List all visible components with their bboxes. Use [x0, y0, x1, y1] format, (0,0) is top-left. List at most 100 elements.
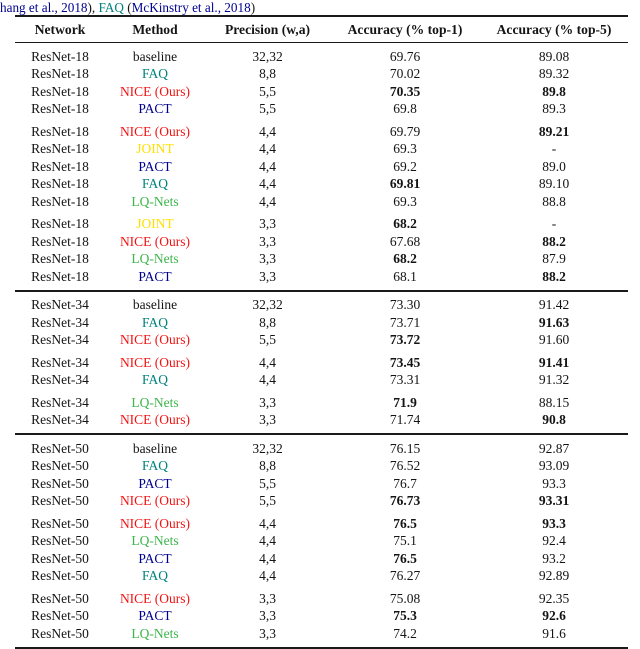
cell-network: ResNet-18 [31, 193, 89, 209]
table-row: ResNet-50 NICE (Ours) 5,5 76.73 93.31 [15, 492, 628, 510]
row-group: ResNet-50 NICE (Ours) 4,4 76.5 93.3 ResNet-50… [15, 512, 628, 587]
cell-method: PACT [138, 158, 172, 174]
cell-method: NICE (Ours) [119, 354, 191, 370]
table-row: ResNet-18 NICE (Ours) 4,4 69.79 89.21 [15, 123, 628, 141]
cell-method: FAQ [141, 568, 168, 583]
cell-precision: 4,4 [259, 372, 276, 387]
cell-accuracy-top1: 76.7 [393, 475, 417, 491]
cell-method: LQ-Nets [131, 251, 179, 266]
cell-accuracy-top1: 67.68 [389, 233, 421, 249]
cell-accuracy-top5: 92.4 [542, 533, 566, 548]
table-row: ResNet-50 NICE (Ours) 4,4 76.5 93.3 [15, 515, 628, 533]
table-row: ResNet-34 NICE (Ours) 4,4 73.45 91.41 [15, 354, 628, 372]
table-row: ResNet-34 NICE (Ours) 5,5 73.72 91.60 [15, 331, 628, 349]
cell-accuracy-top1: 70.02 [389, 66, 421, 81]
cell-accuracy-top5: - [551, 216, 557, 231]
citation-link[interactable]: McKinstry et al., 2018 [131, 0, 251, 15]
section-resnet-34: ResNet-34 baseline 32,32 73.30 91.42 ResNet-3… [15, 292, 628, 435]
cell-network: ResNet-50 [31, 493, 89, 508]
cell-accuracy-top5: - [551, 141, 557, 156]
cell-precision: 5,5 [259, 475, 276, 491]
table-row: ResNet-34 FAQ 8,8 73.71 91.63 [15, 314, 628, 332]
cell-method: NICE (Ours) [119, 412, 191, 427]
table-row: ResNet-50 baseline 32,32 76.15 92.87 [15, 440, 628, 458]
cell-accuracy-top5: 93.31 [538, 493, 570, 508]
cell-precision: 8,8 [259, 458, 276, 473]
caption: hang et al., 2018), FAQ (McKinstry et al… [0, 0, 640, 15]
cell-network: ResNet-34 [31, 354, 89, 370]
cell-precision: 5,5 [259, 493, 276, 508]
cell-network: ResNet-18 [31, 48, 89, 64]
citation-link[interactable]: hang et al., 2018 [0, 0, 88, 15]
cell-network: ResNet-18 [31, 66, 89, 81]
cell-precision: 32,32 [252, 297, 283, 312]
cell-method: PACT [138, 268, 172, 284]
cell-accuracy-top1: 73.72 [389, 332, 421, 347]
cell-network: ResNet-18 [31, 141, 89, 156]
cell-accuracy-top1: 69.3 [393, 193, 417, 209]
table-row: ResNet-50 LQ-Nets 4,4 75.1 92.4 [15, 532, 628, 550]
cell-accuracy-top5: 89.32 [538, 66, 570, 81]
cell-accuracy-top1: 69.81 [389, 176, 421, 191]
cell-accuracy-top1: 75.3 [393, 608, 417, 623]
cell-accuracy-top1: 69.79 [389, 123, 421, 139]
header-accuracy-top5: Accuracy (% top-5) [496, 21, 612, 37]
header-method: Method [132, 21, 178, 37]
cell-accuracy-top5: 91.6 [542, 625, 566, 641]
cell-precision: 32,32 [252, 440, 283, 456]
table-row: ResNet-50 PACT 4,4 76.5 93.2 [15, 550, 628, 568]
header-precision: Precision (w,a) [224, 21, 311, 37]
table-row: ResNet-18 LQ-Nets 3,3 68.2 87.9 [15, 250, 628, 268]
cell-accuracy-top5: 91.41 [538, 354, 570, 370]
table-row: ResNet-18 JOINT 4,4 69.3 - [15, 140, 628, 158]
cell-method: NICE (Ours) [119, 515, 191, 531]
cell-accuracy-top1: 71.9 [393, 394, 417, 410]
cell-accuracy-top1: 73.45 [389, 354, 421, 370]
table-row: ResNet-18 FAQ 4,4 69.81 89.10 [15, 175, 628, 193]
cell-method: JOINT [136, 216, 174, 231]
table-row: ResNet-34 baseline 32,32 73.30 91.42 [15, 296, 628, 314]
cell-network: ResNet-18 [31, 268, 89, 284]
cell-method: baseline [132, 297, 178, 312]
cell-method: PACT [138, 475, 172, 491]
cell-precision: 4,4 [259, 193, 276, 209]
cell-accuracy-top1: 68.2 [393, 216, 417, 231]
table-row: ResNet-50 PACT 3,3 75.3 92.6 [15, 607, 628, 625]
cell-accuracy-top1: 71.74 [389, 412, 421, 427]
cell-accuracy-top5: 91.32 [538, 372, 570, 387]
cell-method: PACT [138, 550, 172, 566]
cell-accuracy-top5: 89.3 [542, 101, 566, 116]
table-row: ResNet-18 baseline 32,32 69.76 89.08 [15, 48, 628, 66]
cell-precision: 5,5 [259, 332, 276, 347]
cell-accuracy-top5: 89.21 [538, 123, 570, 139]
cell-method: NICE (Ours) [119, 233, 191, 249]
cell-accuracy-top5: 92.87 [538, 440, 570, 456]
cell-method: FAQ [141, 66, 168, 81]
table-row: ResNet-18 PACT 4,4 69.2 89.0 [15, 158, 628, 176]
citation-link[interactable]: FAQ [98, 0, 124, 15]
caption-text: ( [123, 0, 132, 15]
cell-precision: 3,3 [259, 608, 276, 623]
cell-accuracy-top5: 93.3 [542, 515, 566, 531]
cell-accuracy-top5: 89.8 [542, 83, 566, 99]
cell-method: JOINT [136, 141, 174, 156]
row-group: ResNet-18 JOINT 3,3 68.2 - ResNet-18 NICE (Our… [15, 213, 628, 288]
table-row: ResNet-50 NICE (Ours) 3,3 75.08 92.35 [15, 590, 628, 608]
cell-accuracy-top5: 93.2 [542, 550, 566, 566]
cell-accuracy-top1: 68.2 [393, 251, 417, 266]
results-table: Network Method Precision (w,a) Accuracy … [15, 15, 628, 649]
cell-method: FAQ [141, 314, 168, 330]
cell-method: LQ-Nets [131, 533, 179, 548]
table-row: ResNet-34 NICE (Ours) 3,3 71.74 90.8 [15, 411, 628, 429]
cell-method: LQ-Nets [131, 394, 179, 410]
cell-precision: 4,4 [259, 568, 276, 583]
cell-precision: 3,3 [259, 412, 276, 427]
cell-precision: 3,3 [259, 251, 276, 266]
cell-network: ResNet-34 [31, 372, 89, 387]
cell-accuracy-top5: 88.8 [542, 193, 566, 209]
cell-accuracy-top5: 92.6 [542, 608, 566, 623]
cell-method: LQ-Nets [131, 625, 179, 641]
cell-accuracy-top1: 76.27 [389, 568, 421, 583]
table-row: ResNet-50 FAQ 8,8 76.52 93.09 [15, 457, 628, 475]
cell-method: NICE (Ours) [119, 123, 191, 139]
